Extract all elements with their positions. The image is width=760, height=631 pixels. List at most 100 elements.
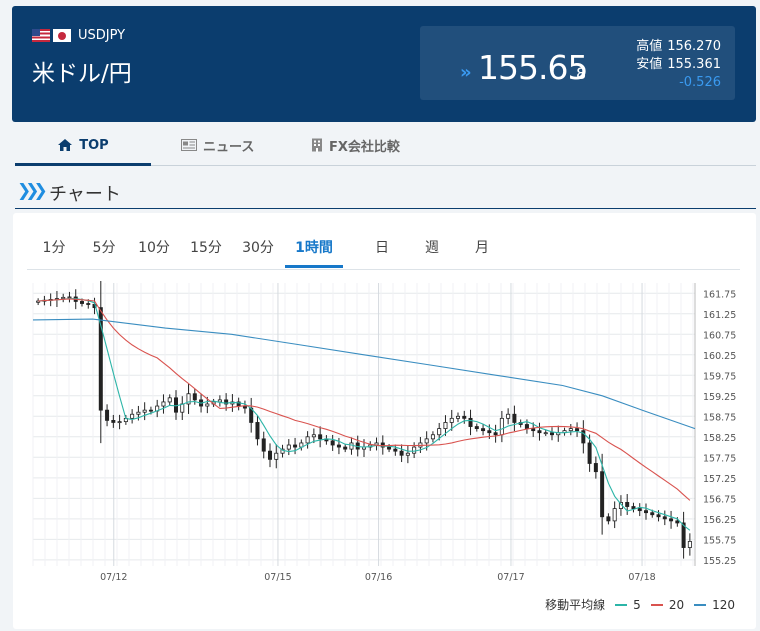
price-chart[interactable]: 161.75 161.25 160.75 160.25 159.75 159.25 158.… bbox=[13, 281, 756, 581]
y-tick-label: 160.75 bbox=[703, 330, 736, 341]
candle-body bbox=[293, 444, 298, 448]
candle-body bbox=[192, 393, 197, 401]
legend-ma120: 120 bbox=[712, 597, 735, 612]
candle-body bbox=[631, 506, 636, 509]
y-tick-label: 161.25 bbox=[703, 310, 736, 321]
candle-body bbox=[437, 428, 442, 436]
candle-body bbox=[612, 508, 617, 522]
legend-ma20: 20 bbox=[668, 597, 685, 612]
candle-body bbox=[681, 522, 686, 548]
section-header: ❯❯❯ チャート bbox=[15, 180, 756, 209]
y-tick-label: 159.25 bbox=[703, 392, 736, 403]
candle-body bbox=[117, 421, 122, 424]
y-tick-label: 155.75 bbox=[703, 535, 736, 546]
candle-body bbox=[399, 450, 404, 456]
period-tab-1hour[interactable]: 1時間 bbox=[285, 237, 343, 268]
x-tick-label: 07/15 bbox=[264, 572, 291, 581]
candle-body bbox=[606, 516, 611, 522]
x-tick-label: 07/18 bbox=[628, 572, 655, 581]
candle-body bbox=[267, 450, 272, 460]
candle-body bbox=[405, 452, 410, 456]
chevron-right-icon: ❯❯❯ bbox=[17, 181, 48, 201]
chart-panel: 1分 5分 10分 15分 30分 1時間 日 週 月 161.75 161.25… bbox=[13, 213, 756, 629]
candle-body bbox=[487, 430, 492, 434]
candle-body bbox=[305, 436, 310, 444]
period-tab-month[interactable]: 月 bbox=[475, 240, 489, 256]
y-tick-label: 156.75 bbox=[703, 494, 736, 505]
us-flag-icon bbox=[32, 29, 50, 42]
tab-fx-compare-label: FX会社比較 bbox=[329, 139, 400, 155]
candle-body bbox=[481, 428, 486, 432]
tab-top[interactable]: TOP bbox=[15, 127, 151, 166]
candle-body bbox=[568, 428, 573, 432]
candle-body bbox=[255, 422, 260, 440]
candle-body bbox=[443, 422, 448, 430]
legend: 移動平均線 5 20 120 bbox=[545, 596, 735, 613]
candle-body bbox=[575, 428, 580, 432]
candle-body bbox=[286, 444, 291, 450]
y-tick-label: 158.75 bbox=[703, 412, 736, 423]
candle-body bbox=[224, 399, 229, 405]
y-tick-label: 160.25 bbox=[703, 351, 736, 362]
candle-body bbox=[449, 417, 454, 423]
candle-body bbox=[675, 520, 680, 524]
candle-body bbox=[462, 415, 467, 419]
x-tick-label: 07/16 bbox=[365, 572, 392, 581]
candle-body bbox=[543, 432, 548, 435]
y-tick-label: 155.25 bbox=[703, 556, 736, 567]
candle-body bbox=[136, 411, 141, 415]
candle-body bbox=[343, 446, 348, 450]
tab-top-label: TOP bbox=[79, 137, 109, 153]
candle-body bbox=[111, 419, 116, 423]
candle-body bbox=[167, 397, 172, 403]
x-tick-label: 07/12 bbox=[100, 572, 127, 581]
high-low: 高値 156.270 安値 155.361 -0.526 bbox=[636, 38, 721, 92]
candle-body bbox=[61, 296, 66, 299]
period-tab-5min[interactable]: 5分 bbox=[92, 240, 116, 256]
candle-body bbox=[186, 393, 191, 405]
candle-body bbox=[537, 430, 542, 434]
period-tab-1min[interactable]: 1分 bbox=[42, 240, 66, 256]
period-tab-10min[interactable]: 10分 bbox=[138, 240, 170, 256]
candle-body bbox=[161, 401, 166, 407]
candle-body bbox=[105, 409, 110, 421]
candle-body bbox=[130, 413, 135, 419]
candle-body bbox=[142, 409, 147, 413]
low-value: 155.361 bbox=[667, 57, 721, 72]
candle-body bbox=[387, 446, 392, 450]
jp-flag-icon bbox=[53, 29, 71, 42]
candle-body bbox=[600, 471, 605, 518]
candle-body bbox=[524, 424, 529, 430]
period-tab-15min[interactable]: 15分 bbox=[190, 240, 222, 256]
ma20-swatch bbox=[650, 603, 663, 606]
candle-body bbox=[412, 446, 417, 454]
y-tick-label: 156.25 bbox=[703, 515, 736, 526]
period-tab-day[interactable]: 日 bbox=[375, 240, 389, 256]
building-icon bbox=[312, 138, 322, 152]
section-title: チャート bbox=[49, 184, 121, 205]
candle-body bbox=[318, 434, 323, 440]
candle-body bbox=[644, 510, 649, 514]
change-value: -0.526 bbox=[679, 75, 721, 90]
candle-body bbox=[493, 432, 498, 436]
ma5-line bbox=[38, 297, 691, 531]
y-tick-label: 159.75 bbox=[703, 371, 736, 382]
candle-body bbox=[637, 508, 642, 512]
down-arrow-icon: » bbox=[460, 62, 472, 83]
candle-body bbox=[205, 403, 210, 407]
candle-body bbox=[687, 540, 692, 548]
candle-body bbox=[625, 502, 630, 507]
tab-news[interactable]: ニュース bbox=[181, 127, 254, 163]
news-icon bbox=[181, 139, 197, 151]
tab-fx-compare[interactable]: FX会社比較 bbox=[311, 127, 400, 163]
legend-ma5: 5 bbox=[633, 597, 641, 612]
candle-body bbox=[506, 413, 511, 419]
nav-tabs: TOP ニュース FX会社比較 bbox=[15, 127, 756, 166]
period-tab-30min[interactable]: 30分 bbox=[242, 240, 274, 256]
ma5-swatch bbox=[615, 603, 628, 606]
period-tab-week[interactable]: 週 bbox=[425, 240, 439, 256]
candle-body bbox=[587, 442, 592, 464]
pair-code: USDJPY bbox=[78, 28, 126, 43]
low-label: 安値 bbox=[636, 57, 663, 72]
candle-body bbox=[80, 301, 85, 304]
